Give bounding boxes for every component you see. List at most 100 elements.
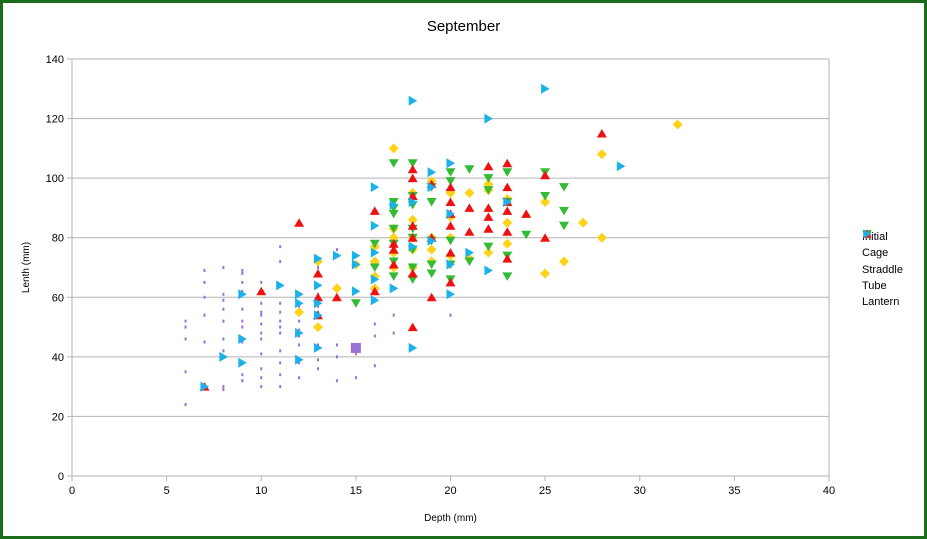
data-point-lantern	[427, 235, 437, 246]
x-tick-label: 5	[164, 485, 170, 497]
legend-label: Cage	[862, 247, 889, 260]
legend-label: Tube	[862, 280, 887, 293]
data-point-initial	[279, 349, 282, 353]
data-point-straddle	[369, 239, 380, 249]
data-point-lantern	[427, 167, 437, 178]
data-point-tube	[521, 209, 532, 218]
x-tick-label: 35	[728, 485, 740, 497]
data-point-initial	[298, 376, 301, 380]
data-point-initial-large	[350, 342, 361, 353]
data-point-tube	[596, 129, 607, 138]
data-point-initial	[184, 370, 187, 374]
data-point-initial	[279, 301, 282, 305]
data-point-initial	[241, 379, 244, 383]
data-point-initial	[241, 280, 244, 284]
legend-item-straddle: Straddle	[862, 230, 903, 278]
data-point-initial	[260, 301, 263, 305]
legend-swatch	[863, 229, 872, 239]
data-point-initial	[298, 319, 301, 323]
data-point-initial	[279, 245, 282, 249]
data-point-lantern	[408, 342, 418, 353]
data-point-straddle	[426, 198, 437, 207]
data-point-lantern	[370, 295, 380, 306]
data-point-lantern	[295, 298, 304, 309]
data-point-lantern	[295, 354, 304, 365]
data-point-tube	[407, 221, 418, 230]
data-point-lantern	[446, 259, 455, 270]
data-point-initial	[241, 307, 244, 311]
data-point-lantern	[238, 289, 247, 300]
data-point-cage	[331, 283, 342, 294]
data-point-initial	[241, 325, 244, 329]
data-point-initial	[317, 304, 320, 308]
y-tick-label: 80	[52, 233, 64, 245]
data-point-straddle	[540, 192, 551, 201]
data-point-straddle	[350, 299, 361, 308]
data-point-tube	[483, 203, 494, 212]
data-point-cage	[540, 197, 551, 207]
data-point-initial	[279, 385, 282, 389]
data-point-lantern	[351, 250, 361, 261]
data-point-lantern	[408, 95, 418, 106]
data-point-initial	[260, 322, 263, 326]
y-tick-label: 100	[46, 173, 64, 185]
data-point-cage	[672, 119, 683, 130]
data-point-lantern	[370, 274, 380, 285]
series-lantern	[200, 83, 626, 392]
data-point-lantern	[314, 298, 323, 309]
data-point-initial	[392, 313, 395, 317]
data-point-initial	[203, 280, 206, 284]
data-point-cage	[294, 307, 305, 318]
data-point-straddle	[388, 224, 399, 234]
data-point-initial	[203, 313, 206, 317]
data-point-initial	[241, 319, 244, 323]
data-point-straddle	[388, 209, 399, 219]
data-point-tube	[313, 269, 323, 278]
x-tick-label: 20	[444, 485, 456, 497]
data-point-initial	[184, 337, 187, 341]
y-tick-label: 40	[52, 352, 64, 364]
data-point-tube	[388, 260, 399, 269]
data-point-tube	[407, 191, 418, 200]
data-point-initial	[317, 367, 320, 371]
data-point-initial	[298, 334, 301, 338]
data-point-initial	[222, 298, 225, 302]
data-point-tube	[464, 227, 475, 236]
data-point-initial	[222, 307, 225, 311]
data-point-straddle	[464, 257, 475, 266]
data-point-tube	[369, 286, 380, 296]
data-point-tube	[483, 212, 494, 221]
data-point-initial	[203, 340, 206, 344]
data-point-tube	[502, 227, 513, 236]
x-tick-label: 25	[539, 485, 551, 497]
data-point-lantern	[314, 253, 323, 264]
data-point-lantern	[295, 289, 304, 300]
data-point-initial	[203, 268, 206, 272]
data-point-cage	[559, 256, 569, 267]
data-point-initial	[354, 376, 357, 380]
data-point-cage	[596, 232, 607, 243]
chart-legend: Initial Cage Straddle Tube Lantern	[862, 229, 903, 310]
y-tick-label: 0	[58, 471, 64, 483]
data-point-initial	[222, 337, 225, 341]
data-point-lantern	[503, 197, 512, 207]
data-point-straddle	[388, 198, 399, 207]
data-point-lantern	[389, 199, 399, 210]
data-point-tube	[426, 292, 437, 302]
data-point-tube	[369, 206, 380, 215]
data-point-initial	[241, 340, 244, 344]
data-point-straddle	[502, 272, 513, 281]
data-point-tube	[483, 161, 494, 171]
data-point-tube	[388, 245, 399, 254]
data-point-initial	[373, 334, 376, 338]
data-point-cage	[502, 217, 513, 228]
data-point-straddle	[407, 275, 418, 284]
data-point-straddle	[426, 260, 437, 269]
data-point-initial	[241, 289, 244, 293]
data-point-tube	[445, 182, 456, 192]
data-point-initial	[279, 325, 282, 329]
data-point-lantern	[314, 280, 323, 291]
data-point-initial	[260, 352, 263, 356]
legend-label: Straddle	[862, 263, 903, 276]
data-point-initial	[279, 331, 282, 335]
